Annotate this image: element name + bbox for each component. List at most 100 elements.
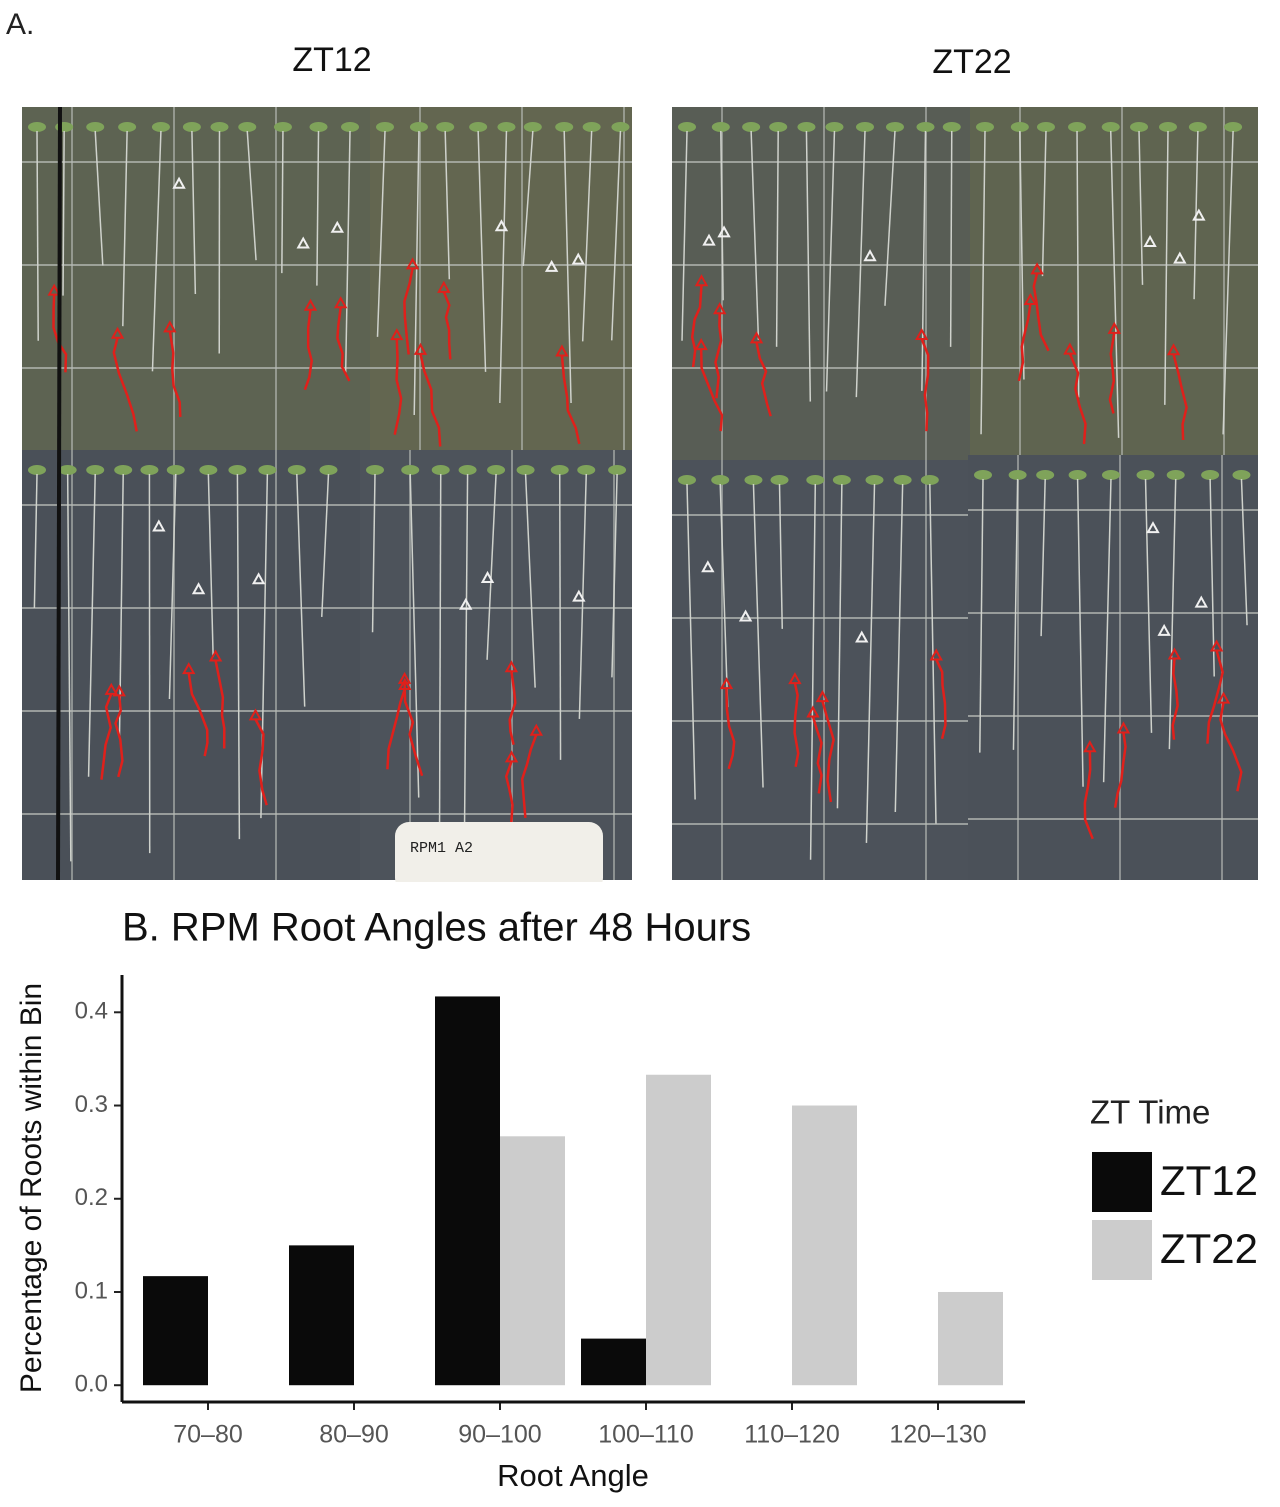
root [36, 130, 39, 341]
root-tip-marker [788, 672, 802, 685]
root-trace [920, 338, 930, 432]
root-trace [112, 337, 138, 432]
seedling-leaf [118, 122, 137, 132]
root [563, 130, 572, 404]
root-trace [508, 671, 517, 745]
seedling-leaf [797, 122, 816, 132]
legend-title: ZT Time [1090, 1094, 1210, 1131]
root-trace [1083, 751, 1094, 840]
root [371, 473, 376, 633]
seedling-leaf [166, 465, 185, 475]
seedling-leaf [258, 465, 277, 475]
seedling-leaf [893, 475, 912, 485]
root-tip-marker [390, 328, 404, 341]
root-tip-marker [1083, 740, 1097, 753]
seedling-leaf [238, 122, 257, 132]
seedling-leaf [711, 475, 730, 485]
seedling-leaf [769, 122, 788, 132]
seedling-leaf [1130, 122, 1149, 132]
root [980, 130, 986, 435]
seedling-leaf [832, 475, 851, 485]
photo-plate [672, 460, 968, 880]
root-trace [386, 688, 407, 770]
bar [646, 1074, 711, 1386]
photo-title: ZT22 [932, 43, 1011, 81]
root-tip-marker [397, 671, 412, 684]
root-trace [520, 734, 538, 818]
root [1138, 130, 1144, 285]
y-tick-label: 0.2 [75, 1184, 108, 1211]
root [719, 483, 729, 708]
root-trace [52, 294, 68, 373]
x-tick-label: 120–130 [889, 1421, 986, 1449]
seedling-leaf [1068, 470, 1087, 480]
root-tip-marker [1209, 639, 1224, 652]
root-tip-marker [437, 280, 451, 293]
root-trace [560, 355, 581, 445]
seedling-leaf [1101, 122, 1120, 132]
seedling-leaf [1101, 470, 1120, 480]
seedling-leaf [1188, 122, 1207, 132]
x-tick-label: 110–120 [744, 1421, 839, 1449]
root [949, 130, 953, 347]
root-tip-marker [1030, 262, 1044, 275]
root-tip-marker [504, 660, 519, 673]
seedling-leaf [577, 465, 596, 475]
seedling-leaf [1136, 470, 1155, 480]
root-tip-marker [112, 684, 126, 697]
root [775, 130, 779, 347]
bar [792, 1105, 857, 1386]
root [778, 483, 784, 629]
seedling-leaf [431, 465, 450, 475]
root [805, 130, 812, 402]
bar [581, 1338, 646, 1386]
seedling-leaf [920, 475, 939, 485]
root-tip-marker [413, 342, 428, 355]
root [809, 483, 817, 860]
root [611, 473, 618, 678]
root-trace [821, 700, 835, 803]
root-trace [403, 268, 414, 355]
root [681, 130, 688, 341]
photo-plate [22, 107, 370, 450]
root-tip-marker [163, 320, 177, 333]
seedling-leaf [1232, 470, 1251, 480]
root [522, 130, 534, 267]
root-trace [1108, 332, 1116, 414]
seedling-leaf [182, 122, 201, 132]
root [281, 130, 284, 274]
root-trace [214, 660, 226, 749]
root [1240, 478, 1248, 626]
white-marker [572, 589, 586, 602]
white-marker [1194, 595, 1208, 608]
seedling-leaf [469, 122, 488, 132]
seedling-leaf [140, 465, 159, 475]
seedling-leaf [487, 465, 506, 475]
seedling-leaf [678, 122, 696, 132]
root [865, 483, 876, 843]
seedling-leaf [55, 122, 74, 132]
y-axis-label: Percentage of Roots within Bin [15, 983, 48, 1393]
white-marker [1143, 234, 1157, 248]
white-marker [296, 236, 310, 249]
root [236, 473, 241, 840]
root-tip-marker [719, 677, 734, 690]
root [929, 483, 937, 824]
seedling-leaf [770, 475, 789, 485]
white-marker [480, 570, 495, 583]
root-trace [1113, 732, 1127, 808]
root [836, 483, 843, 809]
white-marker [702, 233, 716, 246]
root-trace [714, 313, 723, 399]
seedling-leaf [744, 475, 763, 485]
seedling-leaf [366, 465, 384, 475]
seedling-leaf [916, 122, 935, 132]
root [438, 473, 442, 828]
seedling-leaf [497, 122, 516, 132]
y-tick-label: 0.3 [75, 1091, 108, 1118]
seedling-leaf [806, 475, 825, 485]
root [558, 473, 562, 760]
white-marker [172, 176, 186, 189]
root-trace [393, 339, 403, 435]
white-marker [191, 582, 206, 595]
